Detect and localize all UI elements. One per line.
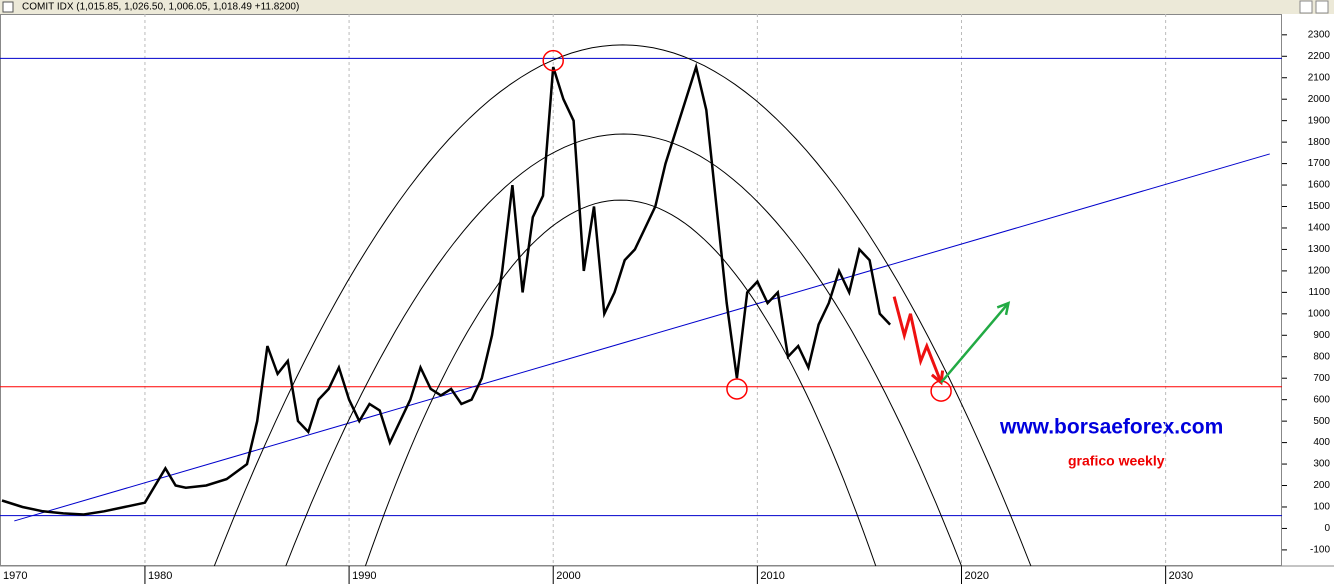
x-edge-label: 1970 <box>3 570 27 582</box>
y-tick-label: 1400 <box>1308 223 1331 234</box>
price-line <box>1 62 892 516</box>
y-tick-label: 2100 <box>1308 72 1331 83</box>
x-tick-label: 2020 <box>965 570 989 582</box>
y-tick-label: 2200 <box>1308 51 1331 62</box>
y-tick-label: 200 <box>1313 480 1330 491</box>
arc <box>213 44 1032 567</box>
x-tick-label: 2010 <box>760 570 784 582</box>
highlight-circle <box>726 378 748 400</box>
y-tick-label: 700 <box>1313 373 1330 384</box>
x-tick-label: 2000 <box>556 570 580 582</box>
y-tick-label: -100 <box>1310 545 1330 556</box>
y-tick-label: 100 <box>1313 502 1330 513</box>
up-arrow-head <box>996 301 1011 316</box>
header-bar <box>0 0 1334 14</box>
y-tick-label: 1800 <box>1308 137 1331 148</box>
x-tick-label: 1980 <box>148 570 172 582</box>
y-tick-label: 2300 <box>1308 29 1331 40</box>
y-tick-label: 600 <box>1313 394 1330 405</box>
y-tick-label: 800 <box>1313 351 1330 362</box>
arc <box>364 199 877 567</box>
note-label: grafico weekly <box>1068 453 1165 469</box>
y-tick-label: 400 <box>1313 437 1330 448</box>
y-tick-label: 2000 <box>1308 94 1331 105</box>
y-tick-label: 1700 <box>1308 158 1331 169</box>
up-arrow <box>940 302 1010 384</box>
header-button[interactable] <box>1315 0 1329 14</box>
y-tick-label: 500 <box>1313 416 1330 427</box>
y-tick-label: 1900 <box>1308 115 1331 126</box>
chart-title: COMIT IDX (1,015.85, 1,026.50, 1,006.05,… <box>22 2 299 13</box>
y-tick-label: 900 <box>1313 330 1330 341</box>
y-tick-label: 0 <box>1324 523 1330 534</box>
website-label: www.borsaeforex.com <box>999 416 1223 439</box>
highlight-circle <box>542 49 564 72</box>
trend-line <box>14 153 1270 522</box>
y-tick-label: 1300 <box>1308 244 1331 255</box>
down-arrow <box>892 296 943 384</box>
y-tick-label: 1500 <box>1308 201 1331 212</box>
y-tick-label: 1600 <box>1308 180 1331 191</box>
y-tick-label: 1200 <box>1308 266 1331 277</box>
header-icon <box>2 1 14 13</box>
header-button[interactable] <box>1299 0 1313 14</box>
x-tick-label: 1990 <box>352 570 376 582</box>
y-tick-label: 300 <box>1313 459 1330 470</box>
plot-frame <box>0 14 1282 566</box>
y-tick-label: 1100 <box>1308 287 1330 298</box>
y-tick-label: 1000 <box>1308 308 1331 319</box>
arc <box>285 133 962 567</box>
x-tick-label: 2030 <box>1169 570 1193 582</box>
